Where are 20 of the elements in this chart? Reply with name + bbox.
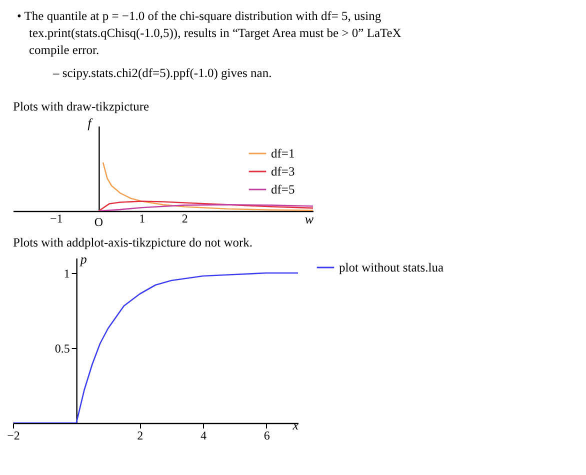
x-tick-label: 2 <box>182 212 188 226</box>
x-tick-label: −1 <box>50 212 63 226</box>
x-tick-label: 6 <box>264 428 270 442</box>
x-axis-title: w <box>304 212 314 226</box>
text: – scipy.stats.chi2(df=5).ppf(-1.0) gives nan. <box>52 66 272 80</box>
text: • The quantile at p = −1.0 of the chi-square distribution with df= 5, using tex.print(stats.qChisq(-1.0,5)), results in “Target Area must be > 0” LaTeX compile error. <box>17 9 402 57</box>
y-tick-label: 0.5 <box>54 342 70 356</box>
legend-label: df=5 <box>271 182 295 196</box>
x-tick-label: 1 <box>139 212 146 226</box>
chart-title: Plots with addplot-axis-tikzpicture do not work. <box>13 236 253 250</box>
chart-title: Plots with draw-tikzpicture <box>13 100 150 114</box>
y-axis-title: p <box>79 252 88 266</box>
legend-label: df=3 <box>271 164 295 178</box>
x-tick-label: 2 <box>137 428 144 442</box>
x-tick-label: −2 <box>7 428 20 442</box>
legend-label: plot without stats.lua <box>339 260 444 274</box>
legend-label: df=1 <box>271 146 295 160</box>
annotation: O <box>94 215 104 229</box>
y-axis-title: f <box>88 116 94 130</box>
x-tick-label: 4 <box>200 428 206 442</box>
